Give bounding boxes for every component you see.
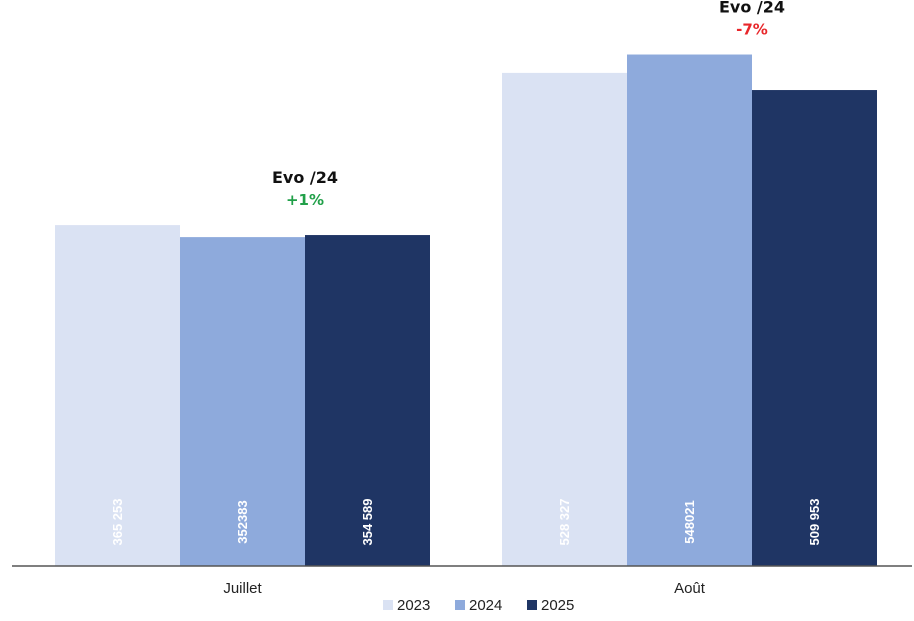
legend-swatch-2024 — [455, 600, 465, 610]
legend-label-2024: 2024 — [469, 597, 502, 614]
evo-value-aout: -7% — [736, 21, 768, 39]
category-labels-group: Juillet Août — [223, 580, 705, 597]
evo-title-aout: Evo /24 — [719, 0, 785, 17]
legend: 2023 2024 2025 — [383, 597, 574, 614]
bar-value-label-aout-2025: 509 953 — [807, 499, 822, 546]
evo-title-juillet: Evo /24 — [272, 168, 338, 187]
bar-juillet-2023 — [55, 225, 180, 566]
legend-label-2025: 2025 — [541, 597, 574, 614]
bar-labels-group: 365 253 352383 354 589 528 327 548021 509 953 — [110, 499, 822, 546]
bar-value-label-juillet-2023: 365 253 — [110, 499, 125, 546]
bar-juillet-2025 — [305, 235, 430, 566]
bar-aout-2024 — [627, 54, 752, 566]
bars-group — [55, 54, 877, 567]
annotations-group: Evo /24 +1% Evo /24 -7% — [272, 0, 785, 209]
bar-value-label-aout-2024: 548021 — [682, 500, 697, 543]
bar-aout-2025 — [752, 90, 877, 566]
legend-swatch-2023 — [383, 600, 393, 610]
bar-juillet-2024 — [180, 237, 305, 567]
bar-aout-2023 — [502, 72, 627, 566]
legend-label-2023: 2023 — [397, 597, 430, 614]
legend-swatch-2025 — [527, 600, 537, 610]
category-label-aout: Août — [674, 580, 706, 597]
bar-value-label-aout-2023: 528 327 — [557, 499, 572, 546]
bar-value-label-juillet-2024: 352383 — [235, 500, 250, 543]
evo-value-juillet: +1% — [286, 191, 324, 209]
bar-value-label-juillet-2025: 354 589 — [360, 499, 375, 546]
category-label-juillet: Juillet — [223, 580, 262, 597]
